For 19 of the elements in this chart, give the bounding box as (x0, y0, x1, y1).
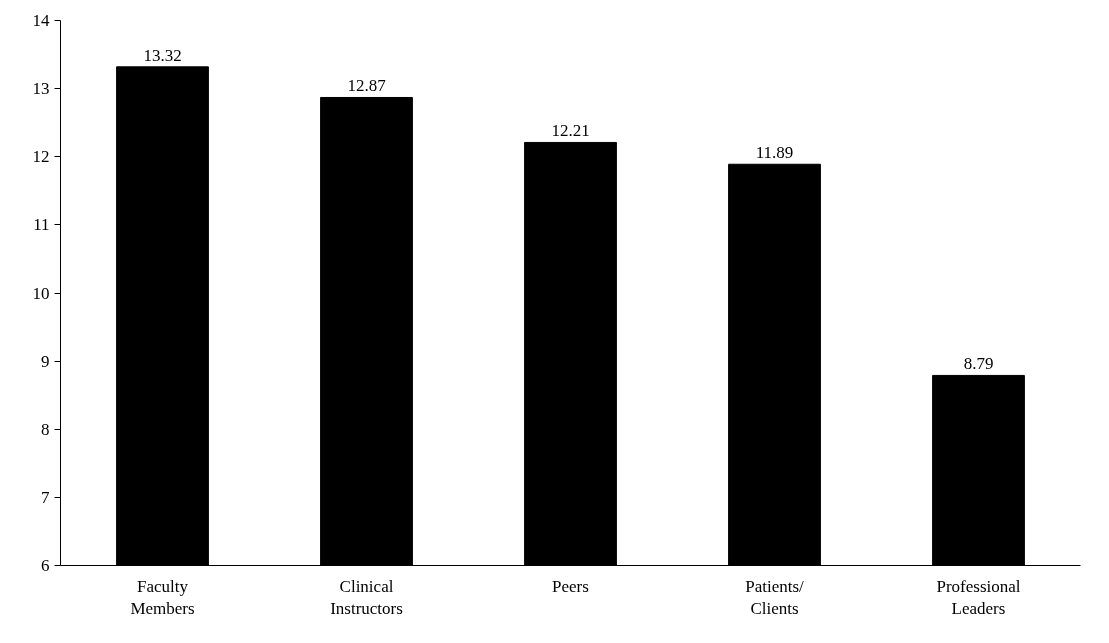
x-tick-label: Patients/ Clients (745, 576, 805, 619)
data-label: 13.32 (143, 45, 182, 65)
y-tick-label: 11 (33, 215, 50, 235)
x-tick-label: Professional Leaders (936, 576, 1021, 619)
y-tick-label: 6 (41, 556, 50, 575)
data-label: 11.89 (755, 143, 794, 163)
data-label: 12.21 (551, 121, 590, 141)
data-label: 8.79 (963, 354, 994, 374)
x-tick-label: Clinical Instructors (330, 576, 403, 619)
y-tick-label: 13 (32, 79, 50, 99)
y-tick-label: 12 (32, 147, 50, 167)
y-tick-label: 8 (41, 419, 50, 439)
y-tick-label: 9 (41, 351, 50, 371)
y-tick-label: 7 (41, 487, 50, 507)
x-tick-label: Faculty Members (130, 576, 195, 619)
data-label: 12.87 (347, 76, 387, 96)
y-tick-label: 10 (32, 283, 50, 303)
x-tick-label: Peers (552, 576, 589, 596)
y-tick-label: 14 (32, 11, 50, 30)
